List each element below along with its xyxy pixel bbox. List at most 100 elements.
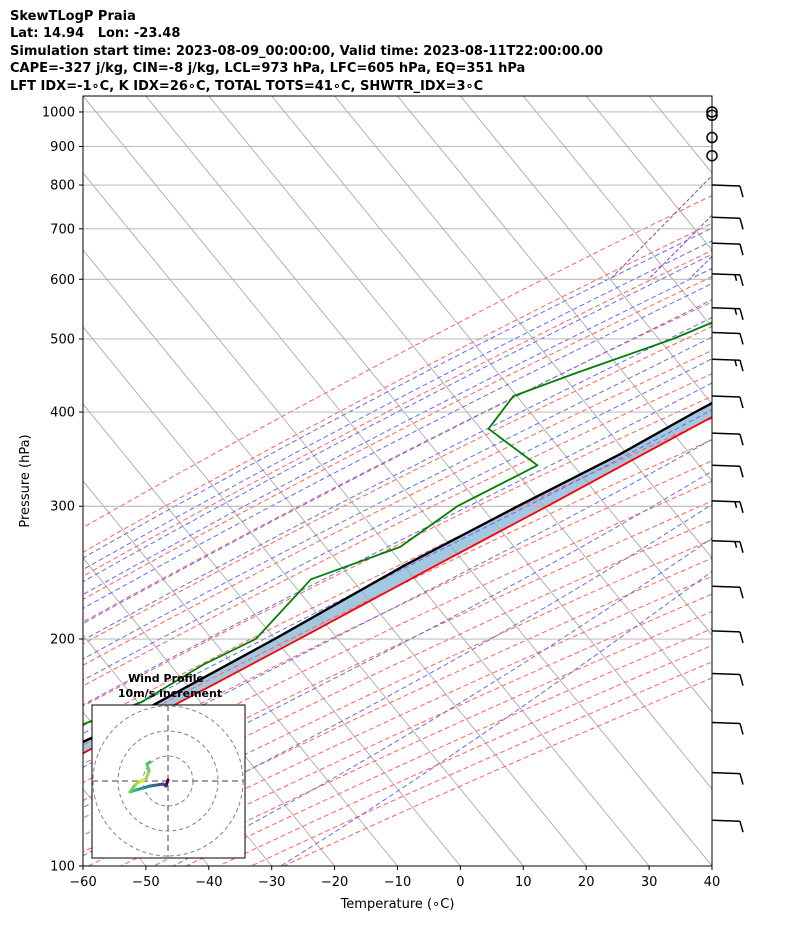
wind-barb-flag xyxy=(739,185,744,198)
wind-barb-flag xyxy=(739,631,744,644)
dry-adiabat xyxy=(83,373,712,687)
wind-barb-flag xyxy=(739,333,744,345)
dewpoint-line xyxy=(83,321,712,726)
wind-barb-flag xyxy=(739,587,744,599)
wind-barb-flag xyxy=(739,433,744,446)
x-tick-label: −20 xyxy=(321,875,348,890)
isotherm xyxy=(83,96,712,866)
isotherm xyxy=(648,96,712,174)
isotherm xyxy=(83,480,398,866)
hodograph-subtitle: 10m/s increment xyxy=(118,687,222,700)
moist-adiabat xyxy=(83,282,712,610)
isotherm xyxy=(522,96,712,328)
wind-barb-shaft xyxy=(711,216,741,220)
title-line-indices: LFT IDX=-1∘C, K IDX=26∘C, TOTAL TOTS=41∘… xyxy=(10,78,484,94)
wind-barb-shaft xyxy=(711,184,741,187)
moist-adiabat xyxy=(83,316,712,641)
y-axis-label: Pressure (hPa) xyxy=(18,434,33,527)
hodograph-inset: Wind Profile 10m/s increment xyxy=(91,672,246,859)
dry-adiabat xyxy=(83,301,712,623)
moist-adiabat xyxy=(83,267,712,596)
moist-adiabat xyxy=(173,537,712,866)
hodograph-trace-segment xyxy=(145,760,152,766)
x-tick-label: −30 xyxy=(258,875,285,890)
dry-adiabat xyxy=(83,538,712,836)
x-tick-label: 10 xyxy=(515,875,532,890)
x-tick-label: 40 xyxy=(704,875,721,890)
dry-adiabat xyxy=(83,249,712,577)
isotherm xyxy=(83,172,650,866)
x-tick-label: −40 xyxy=(195,875,222,890)
moist-adiabat xyxy=(83,470,712,809)
isotherm xyxy=(83,326,524,866)
isotherm xyxy=(585,96,712,251)
wind-barb-flag xyxy=(739,501,744,514)
x-tick-label: 0 xyxy=(456,875,464,890)
wind-barb-flag xyxy=(739,360,744,372)
wind-barb-flag xyxy=(739,723,744,735)
dry-adiabat xyxy=(83,194,712,529)
wind-barb-shaft xyxy=(711,500,741,503)
wind-barb-flag xyxy=(739,821,744,833)
y-tick-label: 800 xyxy=(50,179,75,194)
profile-lines xyxy=(83,321,712,755)
chart-title-block: SkewTLogP Praia Lat: 14.94 Lon: -23.48 S… xyxy=(10,8,603,95)
wind-barb-shaft xyxy=(711,630,741,633)
y-tick-label: 100 xyxy=(50,860,75,875)
moist-adiabat xyxy=(83,438,712,768)
wind-barb-shaft xyxy=(711,819,741,822)
dry-adiabat xyxy=(83,519,712,819)
isotherm xyxy=(397,96,712,482)
wind-barb-shaft xyxy=(711,672,741,676)
y-tick-label: 1000 xyxy=(42,105,75,120)
x-tick-label: 20 xyxy=(578,875,595,890)
wind-barb-shaft xyxy=(711,432,741,435)
wind-barb-half-flag xyxy=(734,308,738,315)
moist-adiabat xyxy=(83,240,712,571)
moist-adiabat xyxy=(83,409,712,735)
isotherm xyxy=(83,249,587,866)
moist-adiabat xyxy=(83,358,712,681)
temperature-line xyxy=(83,415,712,755)
wind-barb-shaft xyxy=(711,273,741,276)
isotherm xyxy=(334,96,712,559)
wind-barb-shaft xyxy=(711,539,741,543)
isotherm xyxy=(208,96,712,713)
y-tick-label: 600 xyxy=(50,273,75,288)
calm-wind-circle xyxy=(706,106,718,118)
wind-barb-flag xyxy=(739,466,744,478)
isotherm xyxy=(145,96,712,790)
wind-barb-flag xyxy=(739,218,744,230)
isotherm xyxy=(460,96,712,405)
dry-adiabat xyxy=(83,349,712,666)
isotherm xyxy=(711,96,712,97)
calm-wind-circle xyxy=(706,131,718,144)
shaded-area xyxy=(83,403,712,754)
wind-barb-flag xyxy=(739,396,744,409)
axes: −60 −50 −40 −30 −20 −10 0 10 20 30 40 1000 900 800 700… xyxy=(42,105,720,890)
wind-barb-shaft xyxy=(711,721,741,725)
mixing-ratio-line xyxy=(609,174,712,280)
x-tick-label: 30 xyxy=(641,875,658,890)
moist-adiabats xyxy=(83,227,712,866)
wind-barb-shaft xyxy=(711,585,741,588)
dry-adiabat xyxy=(83,417,712,727)
dry-adiabat xyxy=(185,628,712,866)
wind-barb-shaft xyxy=(711,242,741,245)
title-line-times: Simulation start time: 2023-08-09_00:00:… xyxy=(10,43,603,59)
isotherm xyxy=(83,865,84,866)
y-tick-label: 500 xyxy=(50,332,75,347)
hodograph-trace-segment xyxy=(128,782,138,794)
wind-barb-shaft xyxy=(711,307,741,310)
dry-adiabat xyxy=(83,460,712,765)
hodograph-title: Wind Profile xyxy=(128,672,204,685)
wind-barb-flag xyxy=(739,243,744,256)
moist-adiabat xyxy=(83,253,712,583)
wind-barb-shaft xyxy=(711,771,741,775)
moist-adiabat xyxy=(83,227,712,559)
x-tick-label: −10 xyxy=(384,875,411,890)
wind-barb-flag xyxy=(739,274,744,287)
x-axis-label: Temperature (∘C) xyxy=(340,897,455,912)
parcel-path-line xyxy=(83,401,712,744)
